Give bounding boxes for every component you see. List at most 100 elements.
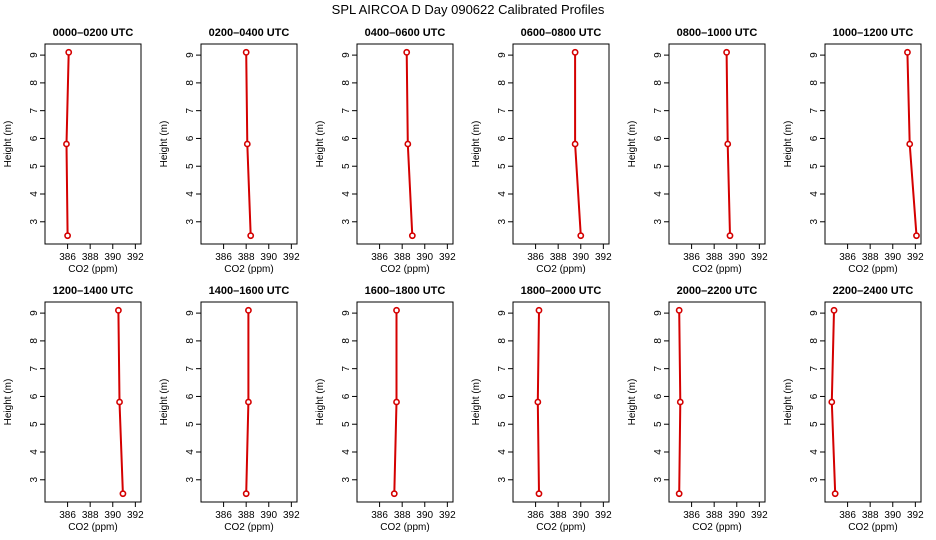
y-tick-label: 6 [809, 393, 820, 399]
x-tick-label: 388 [238, 510, 255, 521]
y-axis-label: Height (m) [471, 121, 482, 168]
y-tick-label: 3 [341, 219, 352, 225]
y-tick-label: 3 [497, 219, 508, 225]
profile-point [116, 398, 123, 406]
y-tick-label: 7 [341, 365, 352, 371]
y-tick-label: 8 [341, 338, 352, 344]
y-tick-label: 7 [809, 365, 820, 371]
y-tick-label: 8 [497, 338, 508, 344]
x-axis-label: CO2 (ppm) [380, 264, 429, 275]
y-tick-label: 4 [809, 449, 820, 455]
y-tick-label: 7 [809, 107, 820, 113]
x-tick-label: 392 [595, 510, 612, 521]
y-tick-label: 6 [497, 393, 508, 399]
x-axis-label: CO2 (ppm) [68, 264, 117, 275]
profile-point [535, 306, 543, 314]
y-tick-label: 9 [653, 310, 664, 316]
main-title: SPL AIRCOA D Day 090622 Calibrated Profi… [332, 2, 605, 17]
y-tick-label: 6 [29, 135, 40, 141]
panel-title: 2000–2200 UTC [677, 285, 758, 297]
profile-point [571, 140, 579, 148]
y-tick-label: 4 [809, 191, 820, 197]
x-tick-label: 392 [283, 252, 300, 263]
x-axis-label: CO2 (ppm) [536, 264, 585, 275]
y-axis-label: Height (m) [627, 379, 638, 426]
y-tick-label: 7 [653, 107, 664, 113]
profile-point [676, 398, 684, 406]
y-tick-label: 8 [29, 338, 40, 344]
x-tick-label: 386 [683, 252, 700, 263]
x-tick-label: 386 [839, 252, 856, 263]
y-tick-label: 4 [341, 191, 352, 197]
plot-frame [512, 43, 610, 245]
x-tick-label: 390 [416, 510, 433, 521]
profile-point [675, 490, 683, 498]
x-tick-label: 392 [127, 510, 144, 521]
y-tick-label: 5 [29, 163, 40, 169]
x-axis-label: CO2 (ppm) [380, 522, 429, 533]
x-tick-label: 390 [728, 252, 745, 263]
x-tick-label: 392 [439, 252, 456, 263]
panel-title: 1000–1200 UTC [833, 27, 914, 39]
y-tick-label: 5 [809, 421, 820, 427]
y-tick-label: 4 [497, 191, 508, 197]
x-tick-label: 386 [371, 510, 388, 521]
x-tick-label: 390 [884, 252, 901, 263]
panel-title: 0000–0200 UTC [53, 27, 134, 39]
x-tick-label: 386 [215, 510, 232, 521]
y-tick-label: 7 [185, 107, 196, 113]
profile-point [247, 232, 255, 240]
x-tick-label: 392 [751, 252, 768, 263]
y-axis-label: Height (m) [159, 379, 170, 426]
y-tick-label: 6 [185, 393, 196, 399]
y-tick-label: 9 [29, 52, 40, 58]
y-tick-label: 9 [809, 52, 820, 58]
y-tick-label: 8 [809, 80, 820, 86]
profile-point [64, 232, 71, 240]
y-tick-label: 5 [497, 421, 508, 427]
profile-point [243, 140, 251, 148]
profile-panel-2: 0400–0600 UTC 386 388 390 392 3 4 5 6 7 8 9 CO2 (ppm… [315, 27, 456, 275]
y-tick-label: 4 [341, 449, 352, 455]
profile-point [390, 490, 398, 498]
y-tick-label: 4 [185, 449, 196, 455]
y-axis-label: Height (m) [315, 379, 326, 426]
y-tick-label: 9 [809, 310, 820, 316]
x-tick-label: 390 [572, 510, 589, 521]
y-tick-label: 5 [341, 163, 352, 169]
plot-frame [200, 301, 298, 503]
y-tick-label: 7 [29, 365, 40, 371]
y-axis-label: Height (m) [471, 379, 482, 426]
y-tick-label: 4 [653, 449, 664, 455]
plot-frame [824, 301, 922, 503]
plot-frame [44, 301, 142, 503]
y-tick-label: 6 [809, 135, 820, 141]
y-axis-label: Height (m) [159, 121, 170, 168]
profile-panel-10: 2000–2200 UTC 386 388 390 392 3 4 5 6 7 8 9 CO2 (ppm… [627, 285, 768, 533]
profile-panel-9: 1800–2000 UTC 386 388 390 392 3 4 5 6 7 8 9 CO2 (ppm… [471, 285, 612, 533]
y-tick-label: 3 [809, 477, 820, 483]
profile-panel-5: 1000–1200 UTC 386 388 390 392 3 4 5 6 7 8 9 CO2 (ppm… [783, 27, 924, 275]
y-tick-label: 7 [653, 365, 664, 371]
panel-title: 1600–1800 UTC [365, 285, 446, 297]
plot-frame [44, 43, 142, 245]
x-tick-label: 390 [104, 252, 121, 263]
profile-panel-7: 1400–1600 UTC 386 388 390 392 3 4 5 6 7 8 9 CO2 (ppm… [159, 285, 300, 533]
x-tick-label: 388 [706, 252, 723, 263]
plot-frame [668, 301, 766, 503]
x-tick-label: 390 [416, 252, 433, 263]
plot-frame [356, 43, 454, 245]
x-tick-label: 390 [728, 510, 745, 521]
profile-point [65, 48, 73, 56]
y-tick-label: 6 [341, 135, 352, 141]
y-tick-label: 6 [653, 393, 664, 399]
profile-panel-8: 1600–1800 UTC 386 388 390 392 3 4 5 6 7 8 9 CO2 (ppm… [315, 285, 456, 533]
y-tick-label: 8 [185, 338, 196, 344]
y-tick-label: 8 [653, 80, 664, 86]
y-tick-label: 4 [497, 449, 508, 455]
x-tick-label: 386 [839, 510, 856, 521]
y-axis-label: Height (m) [3, 121, 14, 168]
profile-point [408, 232, 416, 240]
y-tick-label: 4 [185, 191, 196, 197]
profile-point [115, 306, 122, 314]
